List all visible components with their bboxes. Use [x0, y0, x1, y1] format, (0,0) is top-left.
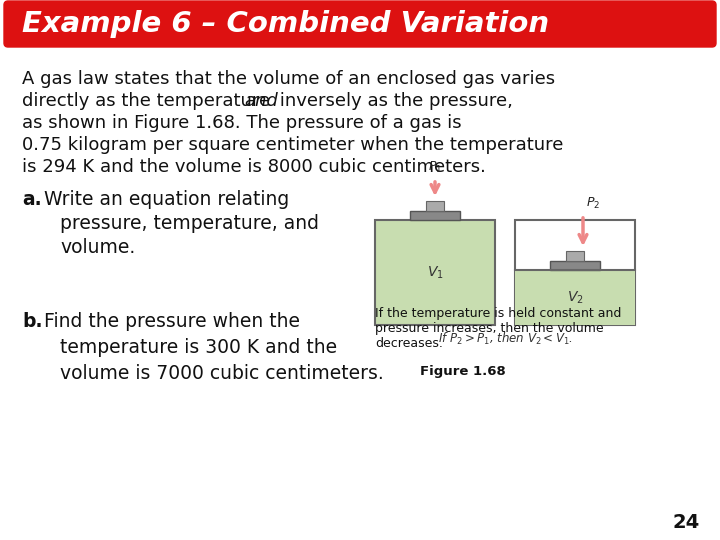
FancyBboxPatch shape — [375, 220, 495, 325]
Text: inversely as the pressure,: inversely as the pressure, — [274, 92, 513, 110]
Text: and: and — [244, 92, 278, 110]
Text: $P_1$: $P_1$ — [428, 160, 442, 175]
Text: $V_2$: $V_2$ — [567, 289, 583, 306]
Text: temperature is 300 K and the: temperature is 300 K and the — [60, 338, 337, 357]
Text: b.: b. — [22, 312, 42, 331]
Text: $P_2$: $P_2$ — [586, 196, 600, 211]
Text: volume.: volume. — [60, 238, 135, 257]
Text: Find the pressure when the: Find the pressure when the — [44, 312, 300, 331]
Text: If the temperature is held constant and
pressure increases, then the volume
decr: If the temperature is held constant and … — [375, 307, 621, 350]
FancyBboxPatch shape — [426, 201, 444, 211]
Text: as shown in Figure 1.68. The pressure of a gas is: as shown in Figure 1.68. The pressure of… — [22, 114, 462, 132]
Text: is 294 K and the volume is 8000 cubic centimeters.: is 294 K and the volume is 8000 cubic ce… — [22, 158, 486, 176]
Text: pressure, temperature, and: pressure, temperature, and — [60, 214, 319, 233]
Text: Figure 1.68: Figure 1.68 — [420, 365, 505, 378]
FancyBboxPatch shape — [566, 251, 584, 261]
Text: A gas law states that the volume of an enclosed gas varies: A gas law states that the volume of an e… — [22, 70, 555, 88]
FancyBboxPatch shape — [410, 211, 460, 220]
Text: 24: 24 — [672, 513, 700, 532]
Text: volume is 7000 cubic centimeters.: volume is 7000 cubic centimeters. — [60, 364, 384, 383]
Text: 0.75 kilogram per square centimeter when the temperature: 0.75 kilogram per square centimeter when… — [22, 136, 563, 154]
Text: If $P_2 > P_1$, then $V_2 < V_1$.: If $P_2 > P_1$, then $V_2 < V_1$. — [438, 331, 572, 347]
Text: directly as the temperature: directly as the temperature — [22, 92, 276, 110]
Text: a.: a. — [22, 190, 42, 209]
Text: Example 6 – Combined Variation: Example 6 – Combined Variation — [22, 10, 549, 38]
Text: Write an equation relating: Write an equation relating — [44, 190, 289, 209]
FancyBboxPatch shape — [4, 1, 716, 47]
FancyBboxPatch shape — [515, 270, 635, 325]
Text: $V_1$: $V_1$ — [427, 264, 444, 281]
FancyBboxPatch shape — [550, 261, 600, 270]
